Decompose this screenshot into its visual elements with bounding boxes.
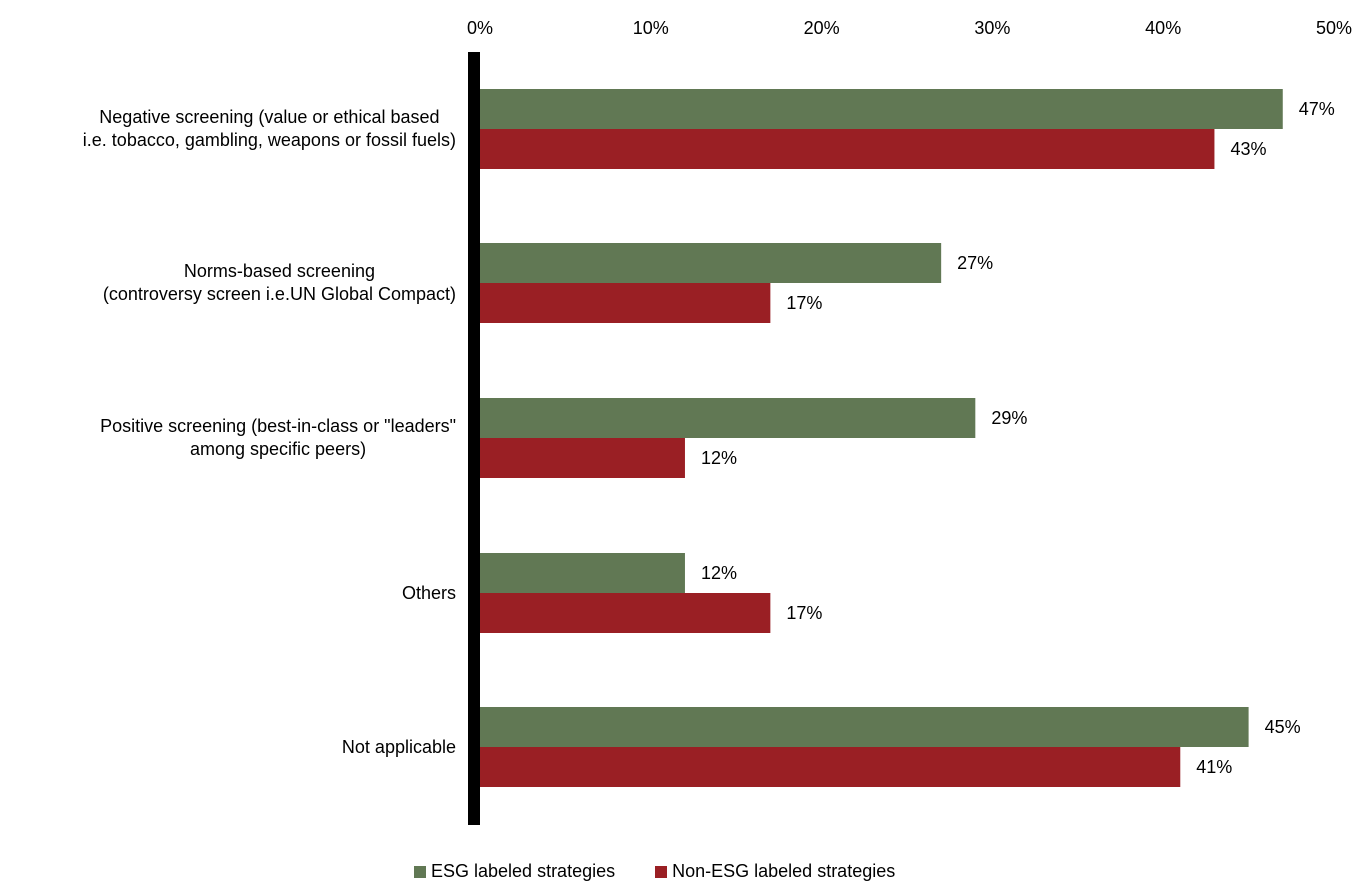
data-label: 12%: [701, 448, 737, 468]
category-label: Positive screening (best-in-class or "le…: [100, 416, 456, 459]
x-tick-label: 20%: [804, 18, 840, 38]
data-label: 27%: [957, 253, 993, 273]
data-label: 29%: [991, 408, 1027, 428]
bar-non-esg: [480, 438, 685, 478]
x-tick-label: 10%: [633, 18, 669, 38]
data-label: 17%: [786, 293, 822, 313]
category-label: Others: [401, 582, 456, 603]
legend-swatch-non-esg: [655, 865, 668, 878]
y-axis-line: [468, 52, 480, 825]
legend: ESG labeled strategies Non-ESG labeled s…: [414, 861, 895, 882]
data-label: 17%: [786, 603, 822, 623]
bar-esg: [480, 553, 685, 593]
x-tick-label: 50%: [1316, 18, 1352, 38]
data-label: 43%: [1230, 139, 1266, 159]
bar-non-esg: [480, 129, 1215, 169]
bar-non-esg: [480, 283, 771, 323]
x-tick-label: 30%: [974, 18, 1010, 38]
bar-non-esg: [480, 593, 771, 633]
data-label: 45%: [1265, 717, 1301, 737]
data-label: 12%: [701, 563, 737, 583]
x-tick-label: 40%: [1145, 18, 1181, 38]
bar-esg: [480, 243, 942, 283]
bar-non-esg: [480, 747, 1181, 787]
data-label: 47%: [1299, 99, 1335, 119]
category-label: Norms-based screening (controversy scree…: [102, 261, 456, 304]
data-label: 41%: [1196, 757, 1232, 777]
legend-label-esg: ESG labeled strategies: [431, 861, 616, 881]
bar-esg: [480, 398, 976, 438]
x-tick-label: 0%: [467, 18, 493, 38]
legend-label-non-esg: Non-ESG labeled strategies: [672, 861, 896, 881]
category-label: Not applicable: [341, 736, 456, 757]
legend-swatch-esg: [414, 865, 426, 878]
bar-esg: [480, 89, 1283, 129]
legend-item-non-esg: Non-ESG labeled strategies: [655, 861, 895, 882]
category-label: Negative screening (value or ethical bas…: [82, 107, 456, 150]
legend-item-esg: ESG labeled strategies: [414, 861, 615, 882]
bar-esg: [480, 707, 1249, 747]
